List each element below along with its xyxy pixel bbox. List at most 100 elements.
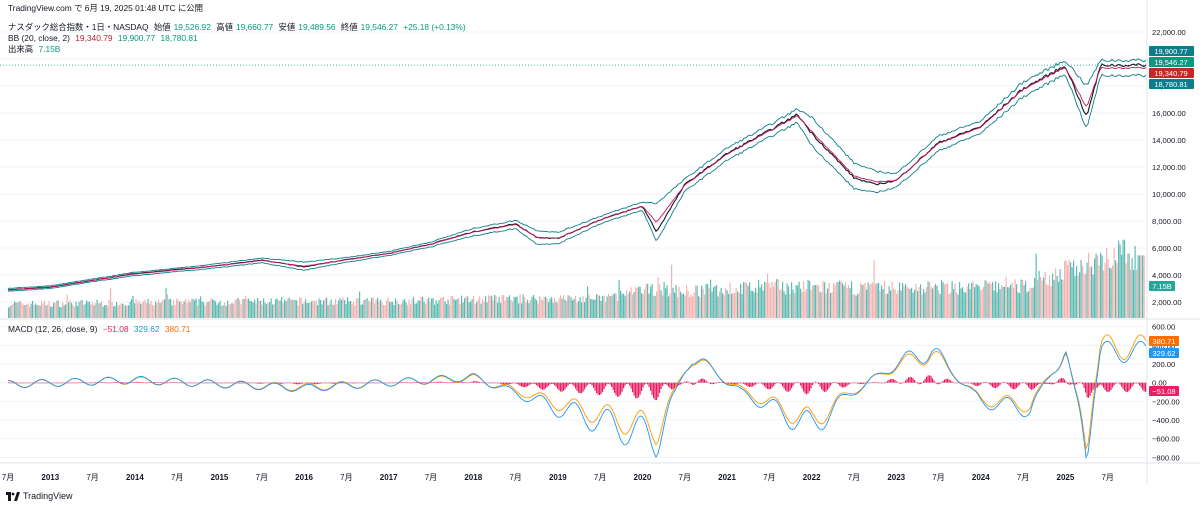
macd-histogram-bar [1134, 382, 1136, 384]
macd-histogram-bar [38, 382, 40, 384]
macd-histogram-bar [689, 382, 691, 384]
volume-bar [75, 301, 77, 318]
volume-bar [42, 303, 44, 318]
macd-histogram-bar [566, 382, 568, 388]
volume-bar [45, 305, 47, 318]
bb-upper-line [7, 58, 1147, 290]
open-value: 19,526.92 [173, 22, 211, 32]
footer-brand[interactable]: TradingView [6, 491, 73, 501]
macd-histogram-bar [351, 382, 353, 384]
volume-bar [129, 301, 131, 318]
volume-bar [846, 287, 848, 318]
volume-bar [906, 286, 908, 318]
macd-histogram-bar [260, 382, 262, 384]
macd-legend[interactable]: MACD (12, 26, close, 9) −51.08 329.62 38… [8, 324, 193, 335]
macd-histogram-bar [642, 382, 644, 388]
macd-histogram-bar [1115, 382, 1117, 384]
macd-histogram-bar [1077, 382, 1079, 384]
macd-histogram-bar [890, 379, 892, 383]
macd-histogram-bar [285, 382, 287, 384]
macd-histogram-bar [1133, 382, 1135, 385]
time-axis-label: 2016 [295, 473, 313, 482]
macd-histogram-bar [167, 382, 169, 384]
macd-histogram-bar [626, 382, 628, 384]
macd-histogram-bar [860, 382, 862, 385]
macd-histogram-bar [1140, 382, 1142, 388]
volume-bar [368, 300, 370, 318]
macd-histogram-bar [686, 381, 688, 383]
volume-bar [222, 305, 224, 318]
volume-bar [494, 294, 496, 318]
volume-bar [773, 286, 775, 318]
volume-bar [822, 281, 824, 318]
volume-bar [558, 298, 560, 318]
volume-bar [1065, 260, 1067, 318]
volume-bar [875, 283, 877, 318]
volume-tag-label: 7.15B [1152, 282, 1172, 291]
volume-bar [573, 298, 575, 318]
macd-histogram-bar [594, 382, 596, 391]
macd-histogram-bar [738, 382, 740, 384]
macd-histogram-bar [489, 382, 491, 384]
volume-bar [482, 299, 484, 318]
volume-bar [401, 303, 403, 318]
volume-bar [48, 300, 50, 318]
macd-histogram-bar [180, 382, 182, 384]
macd-histogram-bar [638, 382, 640, 398]
volume-bar [126, 305, 128, 318]
volume-bar [656, 291, 658, 318]
volume-bar [204, 305, 206, 318]
volume-bar [185, 298, 187, 318]
volume-bar [941, 279, 943, 318]
volume-bar [1122, 239, 1124, 318]
volume-bar [741, 294, 743, 318]
volume-bar [176, 298, 178, 318]
volume-bar [134, 303, 136, 318]
volume-bar [1097, 255, 1099, 318]
volume-bar [827, 288, 829, 318]
volume-bar [396, 301, 398, 318]
macd-histogram-bar [377, 382, 379, 384]
macd-histogram-bar [1037, 382, 1039, 386]
macd-histogram-bar [902, 382, 904, 384]
volume-bar [902, 282, 904, 318]
macd-histogram-bar [795, 382, 797, 383]
macd-histogram-bar [90, 382, 92, 384]
macd-histogram-bar [83, 382, 85, 384]
volume-bar [525, 302, 527, 318]
macd-histogram-bar [353, 382, 355, 384]
volume-bar [951, 280, 953, 318]
volume-bar [992, 282, 994, 318]
macd-histogram-bar [111, 382, 113, 384]
price-axis-label: 4,000.00 [1152, 271, 1182, 280]
volume-bar [458, 297, 460, 318]
volume-bar [207, 301, 209, 318]
volume-bar [452, 296, 454, 318]
volume-bar [665, 288, 667, 318]
volume-bar [726, 290, 728, 318]
time-axis-label: 2013 [41, 473, 59, 482]
bb-legend[interactable]: BB (20, close, 2) 19,340.79 19,900.77 18… [8, 33, 201, 44]
volume-bar [930, 286, 932, 318]
macd-histogram-bar [699, 379, 701, 383]
macd-signal-value: 380.71 [164, 324, 191, 334]
volume-bar [66, 294, 68, 318]
macd-histogram-bar [407, 382, 409, 384]
macd-histogram-bar [750, 382, 752, 387]
volume-bar [990, 284, 992, 318]
volume-bar [495, 295, 497, 318]
macd-histogram-bar [362, 382, 364, 384]
macd-histogram-bar [891, 378, 893, 383]
volume-bar [566, 301, 568, 318]
macd-histogram-bar [1092, 382, 1094, 390]
volume-bar [944, 284, 946, 318]
macd-histogram-bar [1131, 382, 1133, 387]
volume-bar [812, 285, 814, 318]
macd-histogram-bar [941, 382, 943, 383]
volume-legend[interactable]: 出来高 7.15B [8, 44, 63, 55]
macd-histogram-bar [498, 382, 500, 384]
macd-histogram-bar [155, 382, 157, 383]
macd-histogram-bar [438, 381, 440, 383]
volume-bar [521, 303, 523, 318]
